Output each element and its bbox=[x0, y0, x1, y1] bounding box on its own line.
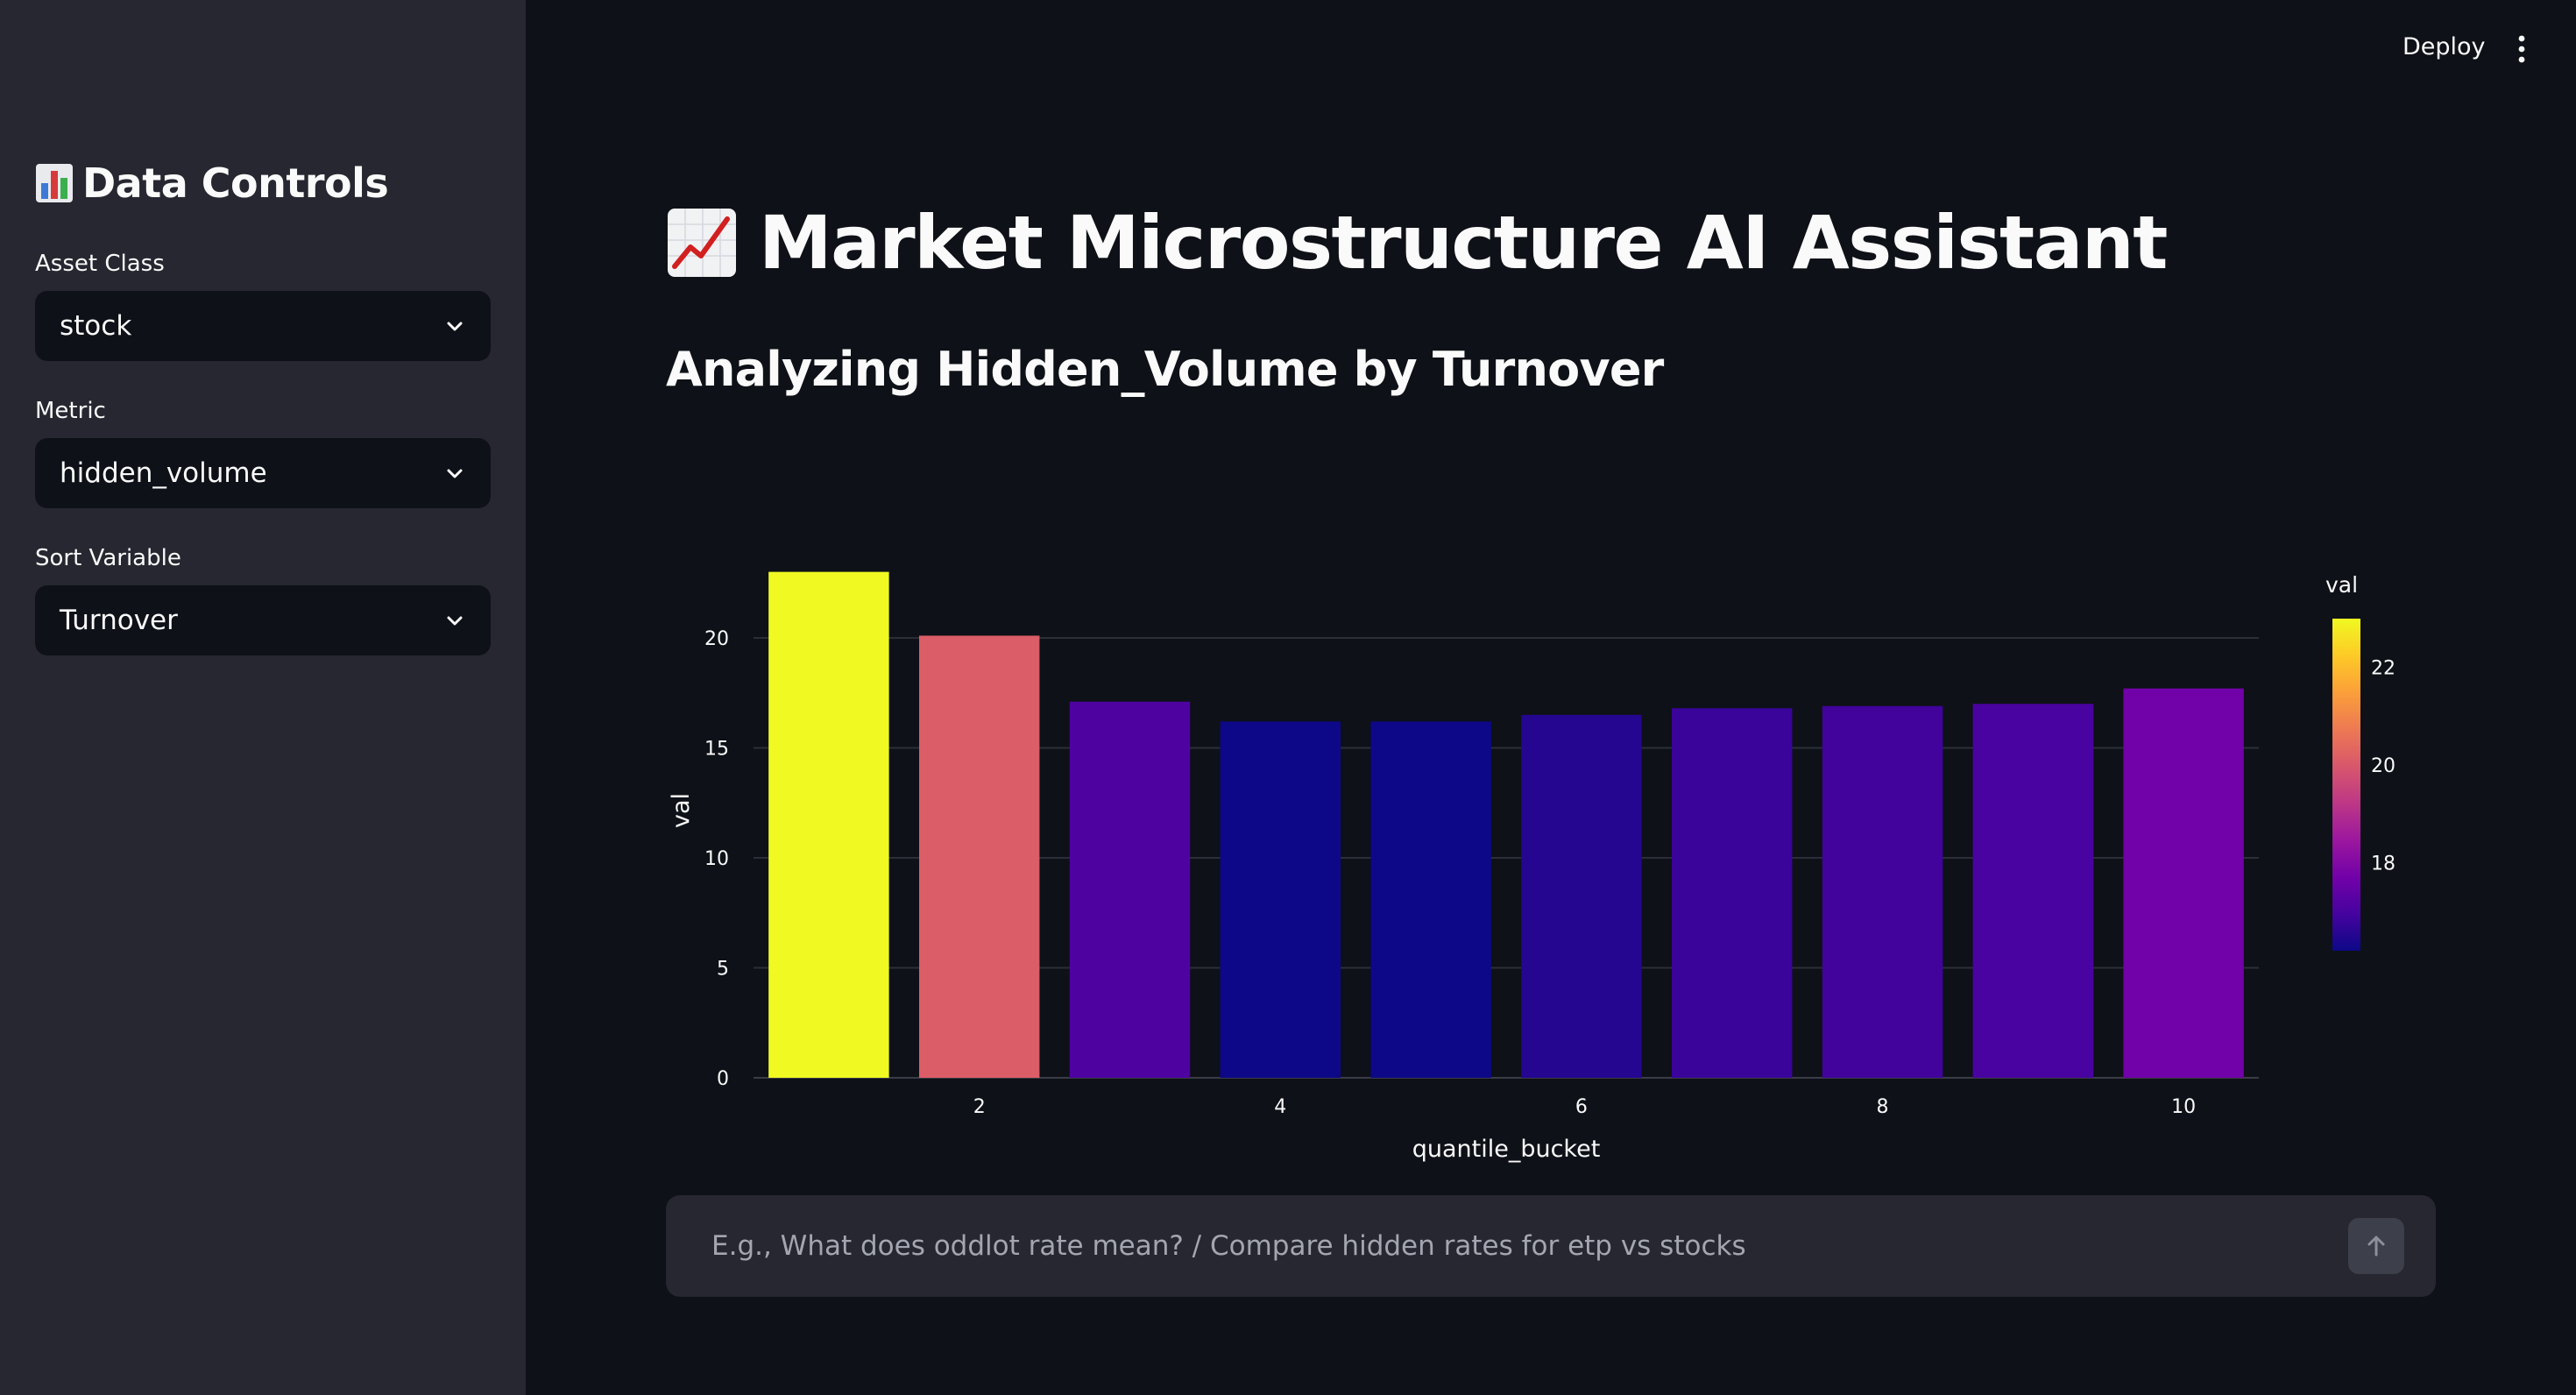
bar-chart: 0 5 10 15 20 2 4 6 8 10 quantile_bucket val val 18 20 2… bbox=[648, 543, 2436, 1174]
colorbar-title: val bbox=[2325, 572, 2358, 598]
sort-variable-select[interactable]: Turnover bbox=[35, 585, 491, 655]
x-tick-label: 8 bbox=[1877, 1096, 1889, 1118]
sidebar-title: Data Controls bbox=[35, 159, 389, 207]
chat-input-bar bbox=[666, 1195, 2436, 1297]
bar bbox=[1521, 714, 1642, 1078]
page-title-text: Market Microstructure AI Assistant bbox=[759, 200, 2168, 286]
chevron-down-icon bbox=[447, 322, 463, 331]
y-axis-title: val bbox=[668, 793, 695, 828]
sort-variable-label: Sort Variable bbox=[35, 545, 181, 571]
bar bbox=[1822, 705, 1943, 1078]
arrow-up-icon bbox=[2367, 1236, 2385, 1257]
x-tick-label: 2 bbox=[973, 1096, 986, 1118]
bar bbox=[1370, 721, 1491, 1078]
y-tick-label: 0 bbox=[717, 1068, 729, 1090]
sort-variable-value: Turnover bbox=[60, 605, 178, 636]
bar-chart-emoji-icon bbox=[36, 164, 73, 202]
sort-variable-field: Sort Variable Turnover bbox=[35, 545, 491, 655]
asset-class-label: Asset Class bbox=[35, 251, 165, 277]
sidebar-title-text: Data Controls bbox=[82, 159, 389, 207]
metric-value: hidden_volume bbox=[60, 457, 267, 489]
colorbar-tick-label: 22 bbox=[2371, 658, 2396, 680]
y-tick-label: 10 bbox=[704, 848, 729, 870]
colorbar bbox=[2332, 619, 2360, 951]
send-button[interactable] bbox=[2348, 1218, 2404, 1274]
deploy-button[interactable]: Deploy bbox=[2403, 33, 2486, 60]
bar-chart-svg: 0 5 10 15 20 2 4 6 8 10 quantile_bucket val val 18 20 2… bbox=[668, 571, 2396, 1163]
bar bbox=[1972, 704, 2094, 1078]
metric-label: Metric bbox=[35, 398, 106, 424]
colorbar-tick-label: 18 bbox=[2371, 853, 2396, 875]
page-title: Market Microstructure AI Assistant bbox=[666, 200, 2168, 286]
asset-class-select[interactable]: stock bbox=[35, 291, 491, 361]
bar bbox=[918, 635, 1040, 1078]
bar bbox=[1069, 701, 1191, 1078]
chat-input[interactable] bbox=[710, 1220, 2348, 1272]
chevron-down-icon bbox=[447, 469, 463, 478]
y-tick-label: 20 bbox=[704, 628, 729, 650]
asset-class-value: stock bbox=[60, 310, 132, 342]
x-tick-label: 4 bbox=[1274, 1096, 1286, 1118]
x-axis-title: quantile_bucket bbox=[1412, 1136, 1601, 1163]
metric-field: Metric hidden_volume bbox=[35, 398, 491, 508]
sidebar: Data Controls Asset Class stock Metric h… bbox=[0, 0, 526, 1395]
bar bbox=[2123, 688, 2244, 1078]
asset-class-field: Asset Class stock bbox=[35, 251, 491, 361]
x-tick-label: 10 bbox=[2171, 1096, 2196, 1118]
bar bbox=[1220, 721, 1341, 1078]
bar bbox=[1671, 708, 1793, 1078]
colorbar-tick-label: 20 bbox=[2371, 755, 2396, 777]
x-tick-label: 6 bbox=[1575, 1096, 1588, 1118]
chart-increasing-emoji-icon bbox=[668, 209, 736, 277]
kebab-menu-icon[interactable] bbox=[2509, 33, 2534, 65]
bar bbox=[768, 571, 889, 1078]
page-subtitle: Analyzing Hidden_Volume by Turnover bbox=[666, 342, 1664, 397]
y-tick-label: 5 bbox=[717, 958, 729, 980]
y-tick-label: 15 bbox=[704, 738, 729, 760]
metric-select[interactable]: hidden_volume bbox=[35, 438, 491, 508]
chevron-down-icon bbox=[447, 616, 463, 626]
